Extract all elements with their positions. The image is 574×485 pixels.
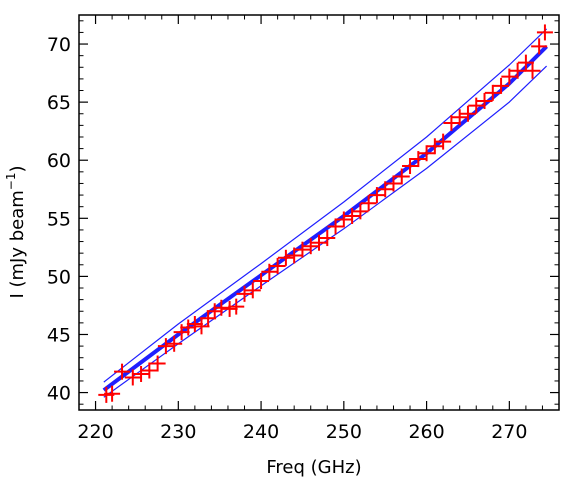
data-point xyxy=(166,335,183,352)
data-point xyxy=(484,84,501,101)
fit-line xyxy=(102,44,549,392)
data-point xyxy=(509,62,526,79)
fit-path xyxy=(102,44,549,392)
axes xyxy=(78,14,560,411)
data-point xyxy=(459,105,476,122)
data-point xyxy=(269,257,286,274)
data-point xyxy=(368,187,385,204)
x-axis-title: Freq (GHz) xyxy=(266,457,361,478)
data-point xyxy=(531,38,548,55)
y-tick-label: 55 xyxy=(47,208,71,230)
data-point xyxy=(311,234,327,251)
data-point xyxy=(236,285,253,302)
y-tick-label: 40 xyxy=(47,383,71,405)
data-point xyxy=(418,145,435,162)
data-point xyxy=(206,303,223,320)
x-tick-label: 260 xyxy=(408,421,444,443)
data-point xyxy=(435,133,452,150)
upper-band-line xyxy=(103,28,548,383)
y-tick-label: 70 xyxy=(47,34,71,56)
x-tick-label: 250 xyxy=(326,421,362,443)
data-point xyxy=(133,365,150,382)
upper-band-path xyxy=(103,28,548,383)
data-point xyxy=(114,363,131,380)
data-point xyxy=(476,92,493,109)
data-point xyxy=(294,241,311,258)
y-tick-label: 50 xyxy=(47,266,71,288)
data-point xyxy=(200,310,217,327)
data-point xyxy=(468,97,485,114)
y-tick-label: 60 xyxy=(47,150,71,172)
data-point xyxy=(517,54,534,71)
data-point xyxy=(377,181,394,198)
data-point xyxy=(393,168,410,185)
data-point xyxy=(402,158,419,175)
data-point xyxy=(149,355,166,372)
data-point xyxy=(426,138,443,155)
y-axis-title-main: I (mJy beam xyxy=(7,190,28,298)
data-point xyxy=(186,316,203,333)
data-point xyxy=(302,238,319,255)
data-point xyxy=(451,109,468,126)
data-point xyxy=(327,218,344,235)
data-point xyxy=(352,203,369,220)
data-point xyxy=(193,318,210,335)
data-point xyxy=(344,207,361,224)
data-point xyxy=(385,175,402,192)
data-point xyxy=(244,282,261,299)
y-tick-labels: 40 45 50 55 60 65 70 xyxy=(47,34,71,405)
plot-frame xyxy=(78,14,560,411)
data-point xyxy=(180,319,197,336)
y-axis-title-close: ) xyxy=(7,165,28,172)
data-point xyxy=(493,77,510,94)
data-point xyxy=(360,195,377,212)
data-point xyxy=(221,300,238,317)
data-point xyxy=(536,24,553,41)
data-point xyxy=(141,362,158,379)
x-tick-label: 220 xyxy=(77,421,113,443)
data-points xyxy=(98,24,553,403)
data-point xyxy=(157,338,174,355)
data-point xyxy=(228,298,245,315)
x-tick-label: 240 xyxy=(243,421,279,443)
x-tick-label: 230 xyxy=(160,421,196,443)
data-point xyxy=(286,247,303,264)
y-tick-label: 65 xyxy=(47,92,71,114)
data-point xyxy=(277,249,294,266)
data-point xyxy=(213,299,230,316)
data-point xyxy=(104,385,121,402)
data-point xyxy=(410,151,427,168)
data-point xyxy=(124,369,141,386)
data-point xyxy=(501,68,518,85)
y-axis-title-superscript: −1 xyxy=(4,172,18,190)
data-point xyxy=(253,273,270,290)
data-point xyxy=(261,263,278,280)
x-tick-label: 270 xyxy=(491,421,527,443)
y-tick-label: 45 xyxy=(47,324,71,346)
x-tick-labels: 220 230 240 250 260 270 xyxy=(77,421,527,443)
data-point xyxy=(319,230,336,247)
data-point xyxy=(443,115,460,132)
data-point xyxy=(335,211,352,228)
y-axis-title: I (mJy beam−1) xyxy=(4,165,28,298)
data-point xyxy=(524,62,541,79)
